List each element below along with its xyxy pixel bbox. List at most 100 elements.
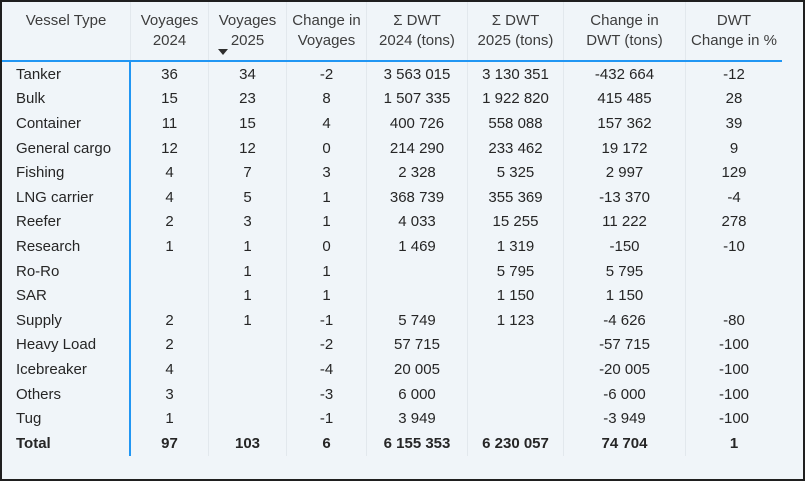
cell-voyages_2024[interactable]: 11: [131, 111, 209, 136]
cell-dwt_change_pct[interactable]: [686, 259, 782, 284]
cell-voyages_2025[interactable]: 103: [209, 430, 287, 456]
cell-vessel_type[interactable]: General cargo: [2, 135, 131, 161]
cell-vessel_type[interactable]: Icebreaker: [2, 357, 131, 382]
cell-change_voyages[interactable]: 0: [287, 135, 367, 161]
cell-dwt_change_pct[interactable]: 1: [729, 434, 739, 452]
cell-voyages_2025[interactable]: [209, 332, 287, 358]
cell-dwt_2024[interactable]: 57 715: [367, 332, 468, 358]
column-header-dwt_2024[interactable]: Σ DWT 2024 (tons): [367, 2, 468, 60]
cell-dwt_change_pct[interactable]: -100: [718, 360, 750, 378]
cell-vessel_type[interactable]: Tanker: [2, 62, 131, 87]
cell-dwt_2025[interactable]: 355 369: [468, 184, 564, 210]
cell-dwt_change_pct[interactable]: -100: [718, 336, 750, 354]
cell-change_dwt[interactable]: 19 172: [564, 135, 686, 161]
cell-vessel_type[interactable]: Others: [2, 381, 131, 407]
column-header-vessel_type[interactable]: Vessel Type: [2, 2, 131, 60]
cell-dwt_2024[interactable]: 368 739: [367, 184, 468, 210]
cell-dwt_2024[interactable]: 400 726: [367, 111, 468, 136]
cell-dwt_2025[interactable]: 5 795: [468, 258, 564, 284]
cell-dwt_change_pct[interactable]: -10: [723, 237, 745, 255]
cell-change_dwt[interactable]: 415 485: [564, 86, 686, 112]
cell-change_dwt[interactable]: 5 795: [564, 258, 686, 284]
cell-voyages_2024[interactable]: 4: [131, 184, 209, 210]
cell-dwt_change_pct[interactable]: -80: [723, 311, 745, 329]
cell-dwt_2025[interactable]: 1 922 820: [468, 86, 564, 112]
cell-dwt_2024[interactable]: 20 005: [367, 357, 468, 382]
column-header-change_dwt[interactable]: Change in DWT (tons): [564, 2, 686, 60]
cell-change_dwt[interactable]: -57 715: [564, 332, 686, 358]
cell-dwt_2024[interactable]: 3 949: [367, 406, 468, 431]
cell-change_voyages[interactable]: -3: [287, 381, 367, 407]
cell-change_dwt[interactable]: 74 704: [564, 430, 686, 456]
cell-dwt_2025[interactable]: 5 325: [468, 160, 564, 185]
cell-dwt_2025[interactable]: 233 462: [468, 135, 564, 161]
column-header-dwt_change_pct[interactable]: DWT Change in %: [686, 2, 782, 60]
cell-vessel_type[interactable]: Ro-Ro: [2, 258, 131, 284]
cell-vessel_type[interactable]: Heavy Load: [2, 332, 131, 358]
cell-change_dwt[interactable]: -150: [564, 234, 686, 259]
cell-dwt_2025[interactable]: 1 123: [468, 307, 564, 333]
cell-voyages_2024[interactable]: 2: [131, 209, 209, 235]
cell-change_dwt[interactable]: 2 997: [564, 160, 686, 185]
cell-change_voyages[interactable]: 6: [287, 430, 367, 456]
cell-voyages_2024[interactable]: 2: [131, 307, 209, 333]
cell-voyages_2024[interactable]: 4: [131, 357, 209, 382]
cell-voyages_2025[interactable]: 1: [209, 307, 287, 333]
cell-voyages_2025[interactable]: 23: [209, 86, 287, 112]
cell-dwt_2025[interactable]: 558 088: [468, 111, 564, 136]
cell-dwt_2025[interactable]: 1 319: [468, 234, 564, 259]
cell-voyages_2025[interactable]: 1: [209, 258, 287, 284]
cell-voyages_2024[interactable]: 2: [131, 332, 209, 358]
cell-vessel_type[interactable]: SAR: [2, 283, 131, 308]
cell-voyages_2025[interactable]: 7: [209, 160, 287, 185]
cell-change_dwt[interactable]: -13 370: [564, 184, 686, 210]
cell-vessel_type[interactable]: LNG carrier: [2, 184, 131, 210]
cell-dwt_2024[interactable]: 4 033: [367, 209, 468, 235]
cell-dwt_2024[interactable]: 6 000: [367, 381, 468, 407]
cell-change_dwt[interactable]: -432 664: [564, 62, 686, 87]
cell-vessel_type[interactable]: Reefer: [2, 209, 131, 235]
cell-change_voyages[interactable]: 0: [287, 234, 367, 259]
cell-change_voyages[interactable]: 3: [287, 160, 367, 185]
cell-dwt_change_pct[interactable]: [686, 283, 782, 308]
cell-dwt_2024[interactable]: 3 563 015: [367, 62, 468, 87]
cell-dwt_change_pct[interactable]: -4: [727, 188, 741, 206]
cell-dwt_2025[interactable]: 15 255: [468, 209, 564, 235]
cell-voyages_2025[interactable]: [209, 381, 287, 407]
cell-dwt_change_pct[interactable]: -12: [723, 65, 745, 83]
cell-change_dwt[interactable]: 157 362: [564, 111, 686, 136]
cell-voyages_2025[interactable]: 34: [209, 62, 287, 87]
cell-change_voyages[interactable]: 1: [287, 283, 367, 308]
column-header-voyages_2025[interactable]: Voyages 2025: [209, 2, 287, 60]
cell-dwt_2025[interactable]: 6 230 057: [468, 430, 564, 456]
cell-voyages_2024[interactable]: 1: [131, 234, 209, 259]
cell-dwt_2025[interactable]: [468, 332, 564, 358]
cell-dwt_change_pct[interactable]: 278: [721, 213, 747, 231]
cell-change_dwt[interactable]: 11 222: [564, 209, 686, 235]
cell-dwt_change_pct[interactable]: 9: [729, 139, 739, 157]
cell-voyages_2024[interactable]: 15: [131, 86, 209, 112]
cell-dwt_2024[interactable]: 214 290: [367, 135, 468, 161]
cell-change_voyages[interactable]: 1: [287, 258, 367, 284]
cell-change_voyages[interactable]: -2: [287, 332, 367, 358]
cell-voyages_2024[interactable]: 97: [131, 430, 209, 456]
cell-voyages_2025[interactable]: [209, 406, 287, 431]
cell-change_dwt[interactable]: 1 150: [564, 283, 686, 308]
cell-change_voyages[interactable]: 1: [287, 209, 367, 235]
cell-dwt_change_pct[interactable]: 39: [725, 114, 743, 132]
cell-dwt_change_pct[interactable]: 28: [725, 90, 743, 108]
cell-voyages_2025[interactable]: 1: [209, 283, 287, 308]
cell-voyages_2025[interactable]: 12: [209, 135, 287, 161]
cell-dwt_2025[interactable]: 1 150: [468, 283, 564, 308]
cell-vessel_type[interactable]: Supply: [2, 307, 131, 333]
cell-change_dwt[interactable]: -4 626: [564, 307, 686, 333]
cell-dwt_2024[interactable]: [367, 283, 468, 308]
cell-dwt_2024[interactable]: 1 469: [367, 234, 468, 259]
cell-voyages_2024[interactable]: 1: [131, 406, 209, 431]
cell-voyages_2024[interactable]: 3: [131, 381, 209, 407]
cell-dwt_change_pct[interactable]: -100: [718, 385, 750, 403]
cell-vessel_type[interactable]: Total: [2, 430, 131, 456]
cell-voyages_2024[interactable]: [131, 283, 209, 308]
cell-voyages_2024[interactable]: [131, 258, 209, 284]
cell-change_voyages[interactable]: 1: [287, 184, 367, 210]
